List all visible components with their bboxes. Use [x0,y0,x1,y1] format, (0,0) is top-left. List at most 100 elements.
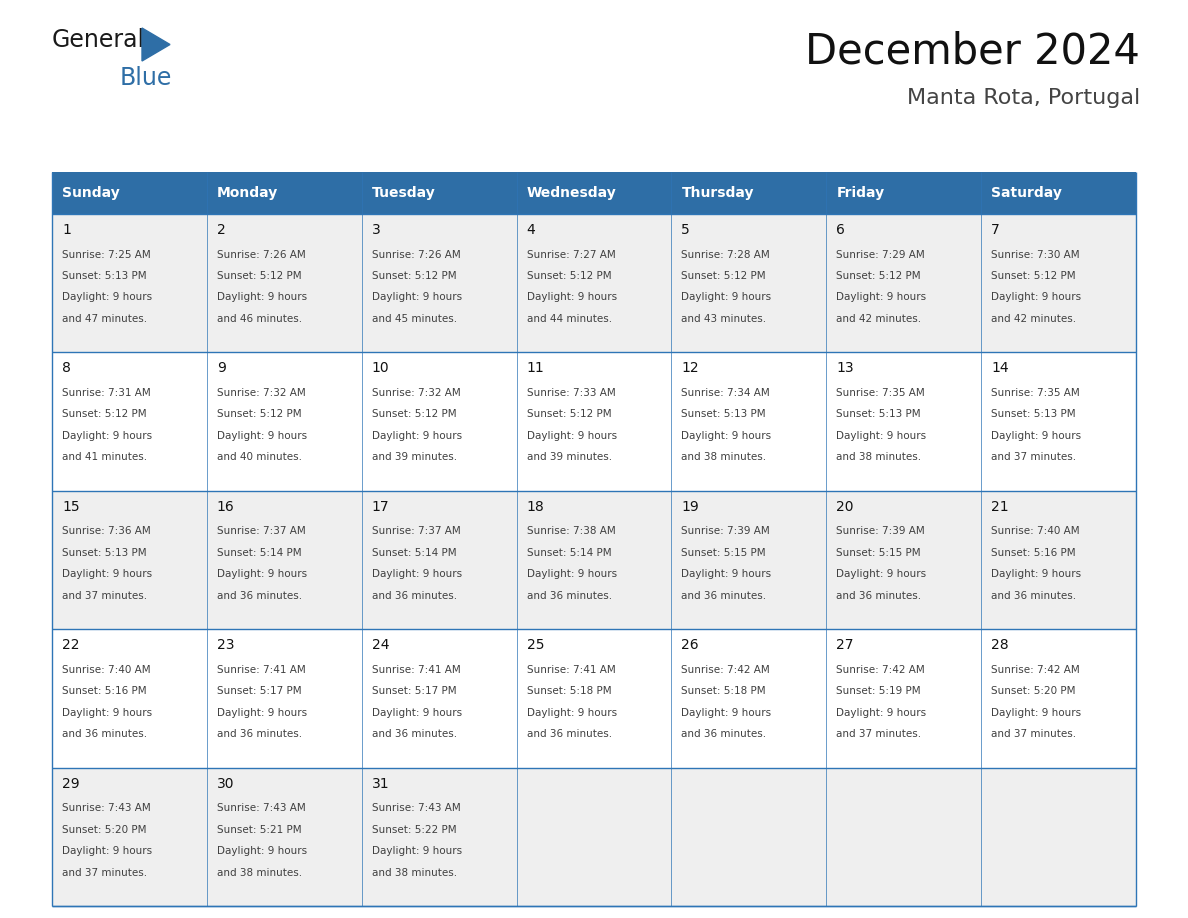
Text: Sunrise: 7:30 AM: Sunrise: 7:30 AM [991,250,1080,260]
Bar [52,629,1136,767]
Text: 20: 20 [836,499,854,514]
Text: and 36 minutes.: and 36 minutes. [526,729,612,739]
Text: Daylight: 9 hours: Daylight: 9 hours [526,293,617,303]
Text: and 38 minutes.: and 38 minutes. [372,868,457,878]
Text: Daylight: 9 hours: Daylight: 9 hours [217,846,307,856]
Text: 9: 9 [217,362,226,375]
Text: 29: 29 [62,777,80,790]
Text: Sunset: 5:12 PM: Sunset: 5:12 PM [62,409,146,420]
Text: Daylight: 9 hours: Daylight: 9 hours [217,431,307,441]
Bar [52,491,1136,629]
Text: December 2024: December 2024 [805,30,1140,72]
Text: Friday: Friday [836,186,884,200]
Text: 26: 26 [682,638,699,652]
Text: Sunset: 5:22 PM: Sunset: 5:22 PM [372,824,456,834]
Text: 8: 8 [62,362,71,375]
Text: and 42 minutes.: and 42 minutes. [836,314,922,324]
Text: Sunset: 5:18 PM: Sunset: 5:18 PM [682,686,766,696]
Text: Sunrise: 7:29 AM: Sunrise: 7:29 AM [836,250,925,260]
Text: and 36 minutes.: and 36 minutes. [836,591,922,600]
Text: and 36 minutes.: and 36 minutes. [526,591,612,600]
Text: Sunset: 5:20 PM: Sunset: 5:20 PM [62,824,146,834]
Text: and 37 minutes.: and 37 minutes. [62,591,147,600]
Text: Daylight: 9 hours: Daylight: 9 hours [372,708,462,718]
Text: Daylight: 9 hours: Daylight: 9 hours [836,708,927,718]
Text: Daylight: 9 hours: Daylight: 9 hours [991,293,1081,303]
Text: and 36 minutes.: and 36 minutes. [682,729,766,739]
Text: Sunset: 5:12 PM: Sunset: 5:12 PM [372,409,456,420]
Text: Daylight: 9 hours: Daylight: 9 hours [991,431,1081,441]
Text: and 38 minutes.: and 38 minutes. [682,453,766,463]
Text: 2: 2 [217,223,226,237]
Text: Sunday: Sunday [62,186,120,200]
Text: Daylight: 9 hours: Daylight: 9 hours [62,569,152,579]
Text: Sunrise: 7:32 AM: Sunrise: 7:32 AM [217,388,305,397]
Text: Daylight: 9 hours: Daylight: 9 hours [526,569,617,579]
Text: Sunset: 5:14 PM: Sunset: 5:14 PM [526,548,611,558]
Text: and 38 minutes.: and 38 minutes. [836,453,922,463]
Bar [52,172,1136,214]
Text: Sunset: 5:16 PM: Sunset: 5:16 PM [62,686,146,696]
Text: Sunrise: 7:42 AM: Sunrise: 7:42 AM [682,665,770,675]
Text: Sunrise: 7:25 AM: Sunrise: 7:25 AM [62,250,151,260]
Text: Sunset: 5:12 PM: Sunset: 5:12 PM [526,409,611,420]
Text: Sunrise: 7:42 AM: Sunrise: 7:42 AM [836,665,925,675]
Text: and 36 minutes.: and 36 minutes. [62,729,147,739]
Text: Daylight: 9 hours: Daylight: 9 hours [682,431,771,441]
Text: Sunset: 5:15 PM: Sunset: 5:15 PM [682,548,766,558]
Text: Sunrise: 7:26 AM: Sunrise: 7:26 AM [372,250,461,260]
Text: General: General [52,28,145,52]
Text: Sunset: 5:14 PM: Sunset: 5:14 PM [217,548,302,558]
Text: 18: 18 [526,499,544,514]
Text: Sunrise: 7:28 AM: Sunrise: 7:28 AM [682,250,770,260]
Text: Sunset: 5:12 PM: Sunset: 5:12 PM [526,271,611,281]
Text: 30: 30 [217,777,234,790]
Text: Daylight: 9 hours: Daylight: 9 hours [217,569,307,579]
Text: 5: 5 [682,223,690,237]
Text: Sunrise: 7:26 AM: Sunrise: 7:26 AM [217,250,305,260]
Text: and 36 minutes.: and 36 minutes. [372,729,457,739]
Text: 10: 10 [372,362,390,375]
Text: Sunset: 5:14 PM: Sunset: 5:14 PM [372,548,456,558]
Text: and 39 minutes.: and 39 minutes. [372,453,457,463]
Text: 15: 15 [62,499,80,514]
Text: Sunrise: 7:38 AM: Sunrise: 7:38 AM [526,526,615,536]
Text: Daylight: 9 hours: Daylight: 9 hours [372,569,462,579]
Text: and 37 minutes.: and 37 minutes. [991,729,1076,739]
Text: Sunrise: 7:40 AM: Sunrise: 7:40 AM [62,665,151,675]
Text: Sunrise: 7:33 AM: Sunrise: 7:33 AM [526,388,615,397]
Text: Daylight: 9 hours: Daylight: 9 hours [991,569,1081,579]
Text: Monday: Monday [217,186,278,200]
Text: 3: 3 [372,223,380,237]
Text: and 46 minutes.: and 46 minutes. [217,314,302,324]
Text: Daylight: 9 hours: Daylight: 9 hours [372,293,462,303]
Text: and 37 minutes.: and 37 minutes. [836,729,922,739]
Text: 31: 31 [372,777,390,790]
Text: Sunset: 5:20 PM: Sunset: 5:20 PM [991,686,1075,696]
Text: 11: 11 [526,362,544,375]
Text: 7: 7 [991,223,1000,237]
Text: and 40 minutes.: and 40 minutes. [217,453,302,463]
Text: Sunrise: 7:36 AM: Sunrise: 7:36 AM [62,526,151,536]
Text: Daylight: 9 hours: Daylight: 9 hours [682,569,771,579]
Text: Sunset: 5:12 PM: Sunset: 5:12 PM [372,271,456,281]
Text: 23: 23 [217,638,234,652]
Text: 6: 6 [836,223,845,237]
Text: Sunrise: 7:43 AM: Sunrise: 7:43 AM [217,803,305,813]
Text: Sunrise: 7:39 AM: Sunrise: 7:39 AM [682,526,770,536]
Text: Sunrise: 7:37 AM: Sunrise: 7:37 AM [372,526,461,536]
Text: 1: 1 [62,223,71,237]
Bar [52,214,1136,353]
Text: and 47 minutes.: and 47 minutes. [62,314,147,324]
Text: 22: 22 [62,638,80,652]
Text: Sunrise: 7:41 AM: Sunrise: 7:41 AM [217,665,305,675]
Text: and 38 minutes.: and 38 minutes. [217,868,302,878]
Text: and 37 minutes.: and 37 minutes. [62,868,147,878]
Text: Daylight: 9 hours: Daylight: 9 hours [836,293,927,303]
Text: and 44 minutes.: and 44 minutes. [526,314,612,324]
Text: Sunset: 5:12 PM: Sunset: 5:12 PM [836,271,921,281]
Text: 4: 4 [526,223,536,237]
Text: Daylight: 9 hours: Daylight: 9 hours [526,708,617,718]
Text: Blue: Blue [120,66,172,90]
Bar [52,767,1136,906]
